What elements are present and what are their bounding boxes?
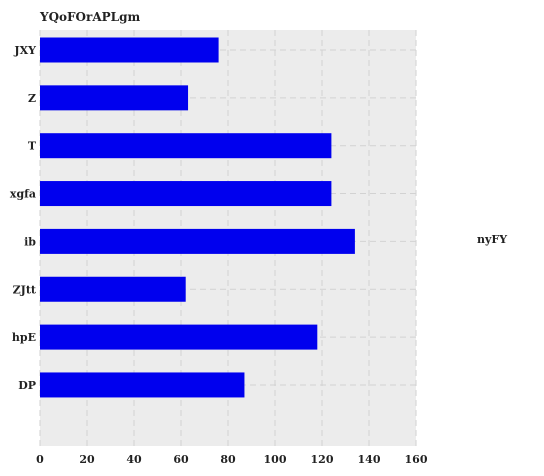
y-tick-label: ZJtt [13,283,37,296]
x-tick-label: 40 [126,453,142,466]
y-tick-label: DP [18,379,36,392]
bar-Z [40,85,189,111]
bar-hpE [40,324,318,350]
legend-label: nyFY [477,233,507,246]
x-tick-label: 0 [36,453,44,466]
x-tick-label: 160 [405,453,428,466]
x-tick-label: 140 [358,453,381,466]
x-tick-label: 120 [311,453,334,466]
x-tick-label: 20 [79,453,95,466]
x-tick-label: 100 [264,453,287,466]
bar-T [40,133,332,159]
y-tick-label: T [28,140,37,153]
x-tick-label: 60 [173,453,189,466]
bar-ib [40,228,355,254]
y-tick-label: xgfa [10,188,36,201]
bar-xgfa [40,181,332,207]
chart-title: YQoFOrAPLgm [39,10,140,24]
bar-ZJtt [40,276,186,302]
x-tick-labels: 0 20 40 60 80 100 120 140 160 [36,453,428,466]
y-tick-label: hpE [12,331,36,344]
x-tick-label: 80 [220,453,236,466]
y-tick-label: JXY [13,44,36,57]
y-tick-label: ib [24,235,36,248]
bar-JXY [40,37,219,63]
bar-DP [40,372,245,398]
bars [40,37,355,398]
y-tick-label: Z [28,92,36,105]
